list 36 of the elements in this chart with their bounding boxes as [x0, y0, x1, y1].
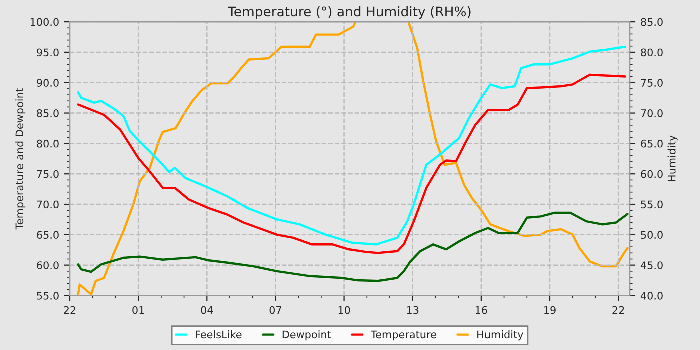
- y-tick-label: 95.0: [37, 48, 59, 57]
- x-tick-label: 10: [338, 306, 350, 314]
- y-tick-label: 80.0: [37, 140, 59, 148]
- x-tick-label: 07: [270, 306, 282, 314]
- y-tick-label: 100.0: [30, 18, 59, 26]
- y2-tick-label: 60.0: [641, 170, 663, 178]
- chart-title: Temperature (°) and Humidity (RH%): [228, 6, 471, 20]
- y-tick-label: 75.0: [37, 170, 59, 178]
- y2-tick-label: 75.0: [641, 79, 663, 87]
- y2-tick-label: 85.0: [641, 18, 663, 26]
- y2-tick-label: 55.0: [641, 200, 663, 209]
- y-axis-title: Temperature and Dewpoint: [16, 88, 26, 230]
- x-tick-label: 01: [132, 306, 144, 314]
- y-tick-label: 65.0: [37, 231, 59, 240]
- y-tick-label: 85.0: [37, 110, 59, 118]
- y-tick-label: 55.0: [37, 292, 59, 300]
- legend-label: Temperature: [370, 330, 436, 341]
- x-tick-label: 22: [64, 306, 76, 314]
- y2-tick-label: 45.0: [640, 262, 663, 270]
- legend-label: FeelsLike: [196, 330, 242, 339]
- y-tick-label: 60.0: [37, 262, 59, 270]
- x-tick-label: 13: [407, 306, 419, 314]
- x-tick-label: 04: [201, 306, 214, 314]
- y2-tick-label: 80.0: [641, 48, 663, 57]
- y2-axis-title: Humidity: [668, 136, 678, 182]
- y2-tick-label: 70.0: [641, 110, 663, 118]
- x-tick-label: 22: [612, 306, 624, 314]
- y2-tick-label: 40.0: [640, 292, 663, 300]
- legend-label: Dewpoint: [282, 330, 332, 341]
- y-tick-label: 70.0: [37, 200, 59, 209]
- y-tick-label: 90.0: [37, 79, 59, 87]
- x-tick-label: 19: [544, 306, 556, 314]
- y2-tick-label: 65.0: [641, 140, 663, 148]
- y2-tick-label: 50.0: [641, 231, 663, 240]
- legend-label: Humidity: [478, 330, 524, 341]
- x-tick-label: 16: [476, 306, 488, 314]
